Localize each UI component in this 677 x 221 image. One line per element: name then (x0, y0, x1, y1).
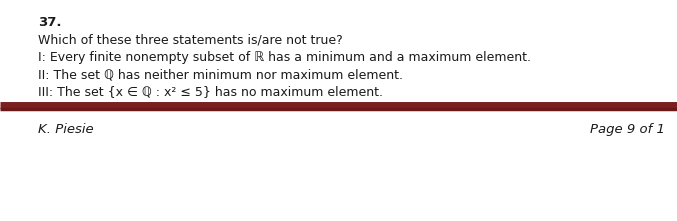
Text: I: Every finite nonempty subset of ℝ has a minimum and a maximum element.: I: Every finite nonempty subset of ℝ has… (38, 51, 531, 64)
Text: Which of these three statements is/are not true?: Which of these three statements is/are n… (38, 34, 343, 47)
Text: II: The set ℚ has neither minimum nor maximum element.: II: The set ℚ has neither minimum nor ma… (38, 68, 403, 81)
Text: III: The set {x ∈ ℚ : x² ≤ 5} has no maximum element.: III: The set {x ∈ ℚ : x² ≤ 5} has no max… (38, 85, 383, 98)
Text: 37.: 37. (38, 16, 62, 29)
Text: Page 9 of 1: Page 9 of 1 (590, 123, 665, 136)
Text: K. Piesie: K. Piesie (38, 123, 93, 136)
